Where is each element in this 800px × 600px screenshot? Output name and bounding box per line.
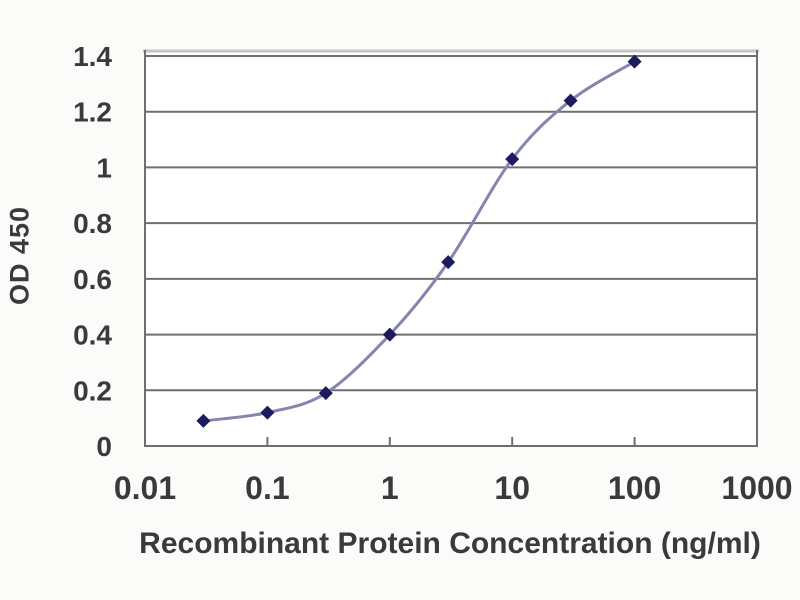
data-point-marker (505, 152, 520, 167)
y-tick-label: 0.2 (73, 375, 112, 406)
data-point-marker (382, 327, 397, 342)
x-tick-label: 1000 (721, 470, 792, 506)
x-tick-label: 10 (494, 470, 530, 506)
x-tick-label: 1 (381, 470, 399, 506)
data-point-marker (627, 54, 642, 69)
data-point-marker (441, 255, 456, 270)
y-tick-label: 0 (96, 431, 112, 462)
data-point-marker (260, 405, 275, 420)
y-tick-label: 0.8 (73, 208, 112, 239)
y-tick-label: 1.2 (73, 97, 112, 128)
data-point-marker (196, 413, 211, 428)
data-point-marker (563, 93, 578, 108)
x-tick-label: 100 (608, 470, 661, 506)
y-axis-title: OD 450 (4, 205, 35, 305)
x-axis-title: Recombinant Protein Concentration (ng/ml… (139, 527, 761, 560)
x-tick-label: 0.01 (114, 470, 176, 506)
plot-background (145, 51, 757, 446)
y-tick-label: 1.4 (73, 41, 112, 72)
data-point-marker (318, 386, 333, 401)
y-tick-label: 1 (96, 152, 112, 183)
x-tick-label: 0.1 (245, 470, 289, 506)
y-tick-label: 0.6 (73, 264, 112, 295)
curve-line (201, 60, 637, 423)
y-tick-label: 0.4 (73, 320, 112, 351)
